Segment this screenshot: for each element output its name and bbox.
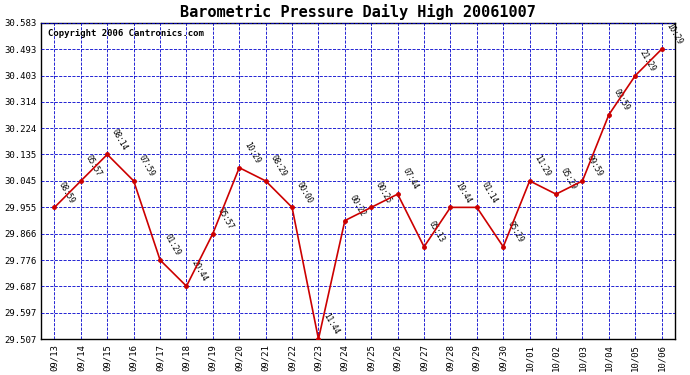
Text: 08:14: 08:14 <box>110 127 130 152</box>
Text: 07:59: 07:59 <box>137 154 156 178</box>
Text: 09:59: 09:59 <box>611 87 631 112</box>
Text: 05:29: 05:29 <box>559 167 578 191</box>
Text: 05:57: 05:57 <box>216 206 235 231</box>
Text: 20:44: 20:44 <box>189 259 208 284</box>
Text: 08:29: 08:29 <box>268 154 288 178</box>
Text: 11:44: 11:44 <box>322 312 341 336</box>
Text: Copyright 2006 Cantronics.com: Copyright 2006 Cantronics.com <box>48 29 204 38</box>
Text: 21:29: 21:29 <box>638 48 658 73</box>
Text: 09:59: 09:59 <box>585 154 604 178</box>
Text: 01:14: 01:14 <box>480 180 499 205</box>
Text: 00:25: 00:25 <box>374 180 393 205</box>
Text: 07:44: 07:44 <box>400 167 420 191</box>
Text: 00:22: 00:22 <box>348 193 367 218</box>
Text: 19:44: 19:44 <box>453 180 473 205</box>
Text: 01:29: 01:29 <box>163 233 182 257</box>
Text: 10:29: 10:29 <box>242 140 262 165</box>
Title: Barometric Pressure Daily High 20061007: Barometric Pressure Daily High 20061007 <box>180 4 536 20</box>
Text: 05:57: 05:57 <box>83 154 103 178</box>
Text: 05:29: 05:29 <box>506 219 525 244</box>
Text: 11:29: 11:29 <box>533 154 552 178</box>
Text: 05:13: 05:13 <box>427 219 446 244</box>
Text: 08:59: 08:59 <box>57 180 77 205</box>
Text: 00:00: 00:00 <box>295 180 314 205</box>
Text: 10:29: 10:29 <box>664 22 684 46</box>
